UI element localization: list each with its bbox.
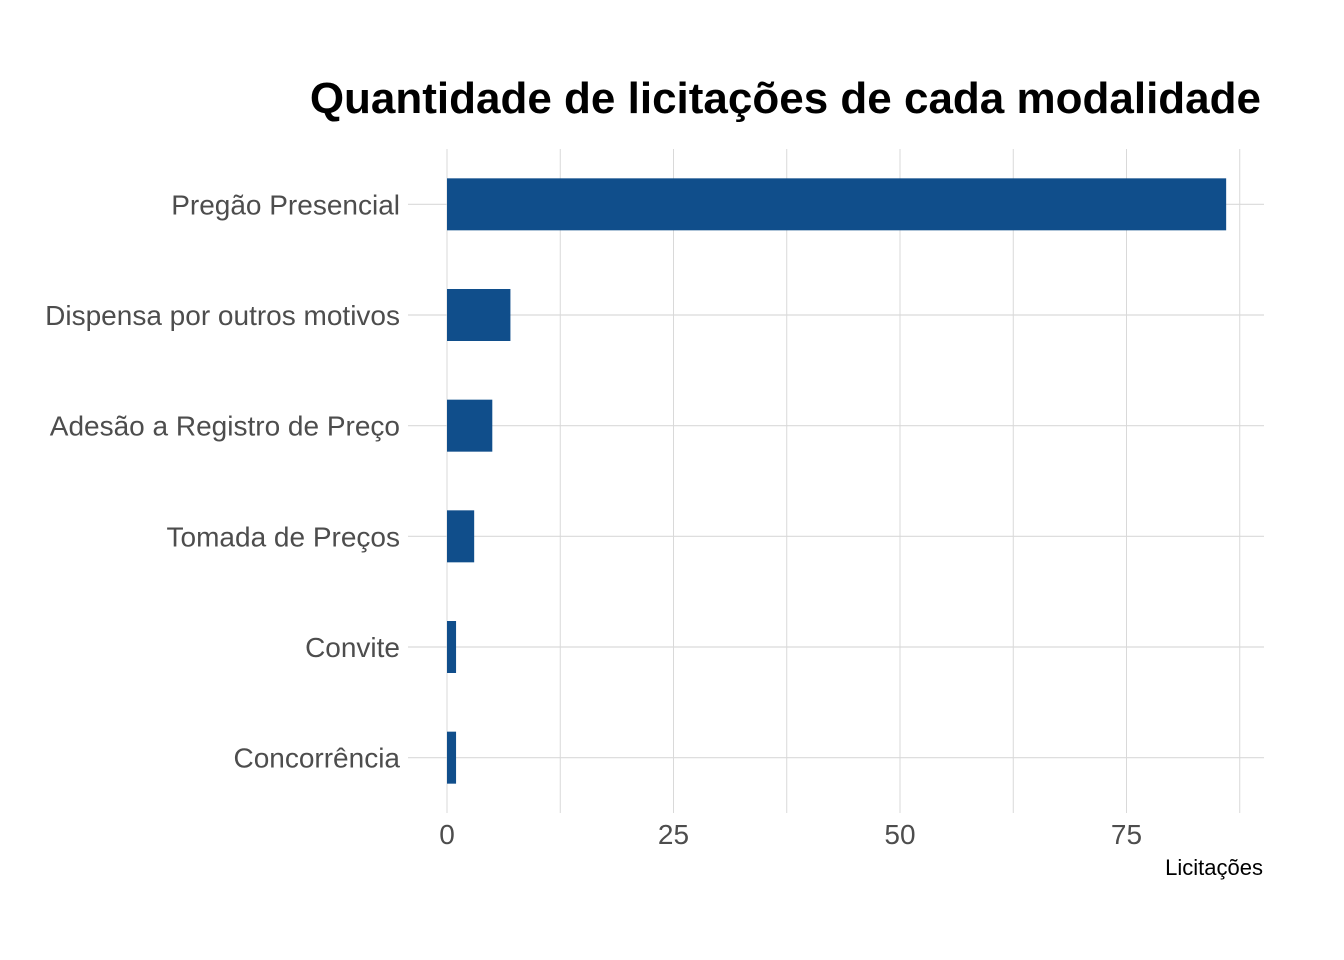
x-axis-title: Licitações [1165, 855, 1263, 880]
category-label: Adesão a Registro de Preço [50, 411, 400, 442]
category-label: Tomada de Preços [167, 521, 400, 552]
category-labels: Pregão Presencial Dispensa por outros mot… [45, 189, 400, 773]
chart-title: Quantidade de licitações de cada modalid… [310, 74, 1261, 123]
category-label: Convite [305, 632, 400, 663]
bar [447, 399, 493, 452]
category-label: Pregão Presencial [171, 189, 400, 220]
category-label: Dispensa por outros motivos [45, 300, 400, 331]
x-tick-label: 25 [658, 819, 689, 850]
category-label: Concorrência [233, 743, 400, 774]
bar [447, 510, 475, 563]
bar [447, 621, 457, 673]
bar [447, 289, 511, 341]
bar [447, 731, 457, 784]
bar [447, 178, 1227, 231]
grid-lines [408, 149, 1264, 813]
x-tick-labels: 0 25 50 75 [439, 819, 1142, 850]
bars [447, 178, 1227, 784]
x-tick-label: 0 [439, 819, 455, 850]
x-tick-label: 50 [884, 819, 915, 850]
x-tick-label: 75 [1111, 819, 1142, 850]
